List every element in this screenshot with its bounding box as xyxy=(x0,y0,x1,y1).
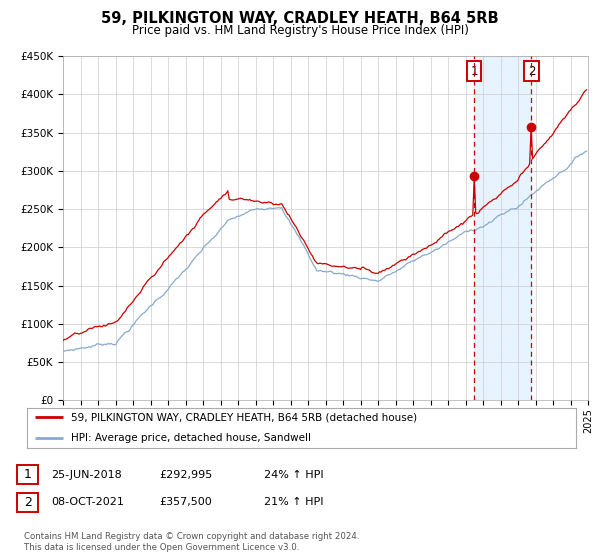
Text: 2: 2 xyxy=(23,496,32,509)
Bar xyxy=(474,56,532,400)
Text: 59, PILKINGTON WAY, CRADLEY HEATH, B64 5RB (detached house): 59, PILKINGTON WAY, CRADLEY HEATH, B64 5… xyxy=(71,412,417,422)
Text: 08-OCT-2021: 08-OCT-2021 xyxy=(51,497,124,507)
Text: £292,995: £292,995 xyxy=(159,470,212,480)
Text: 1: 1 xyxy=(23,468,32,482)
Text: 24% ↑ HPI: 24% ↑ HPI xyxy=(264,470,323,480)
Text: 25-JUN-2018: 25-JUN-2018 xyxy=(51,470,122,480)
Text: HPI: Average price, detached house, Sandwell: HPI: Average price, detached house, Sand… xyxy=(71,432,311,442)
Text: 1: 1 xyxy=(470,65,478,78)
Text: Contains HM Land Registry data © Crown copyright and database right 2024.: Contains HM Land Registry data © Crown c… xyxy=(24,532,359,541)
Text: 59, PILKINGTON WAY, CRADLEY HEATH, B64 5RB: 59, PILKINGTON WAY, CRADLEY HEATH, B64 5… xyxy=(101,11,499,26)
Text: 2: 2 xyxy=(528,65,535,78)
Text: This data is licensed under the Open Government Licence v3.0.: This data is licensed under the Open Gov… xyxy=(24,543,299,552)
Text: £357,500: £357,500 xyxy=(159,497,212,507)
Text: Price paid vs. HM Land Registry's House Price Index (HPI): Price paid vs. HM Land Registry's House … xyxy=(131,24,469,36)
Text: 21% ↑ HPI: 21% ↑ HPI xyxy=(264,497,323,507)
